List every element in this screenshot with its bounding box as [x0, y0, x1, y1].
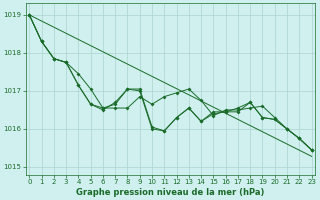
X-axis label: Graphe pression niveau de la mer (hPa): Graphe pression niveau de la mer (hPa) — [76, 188, 265, 197]
